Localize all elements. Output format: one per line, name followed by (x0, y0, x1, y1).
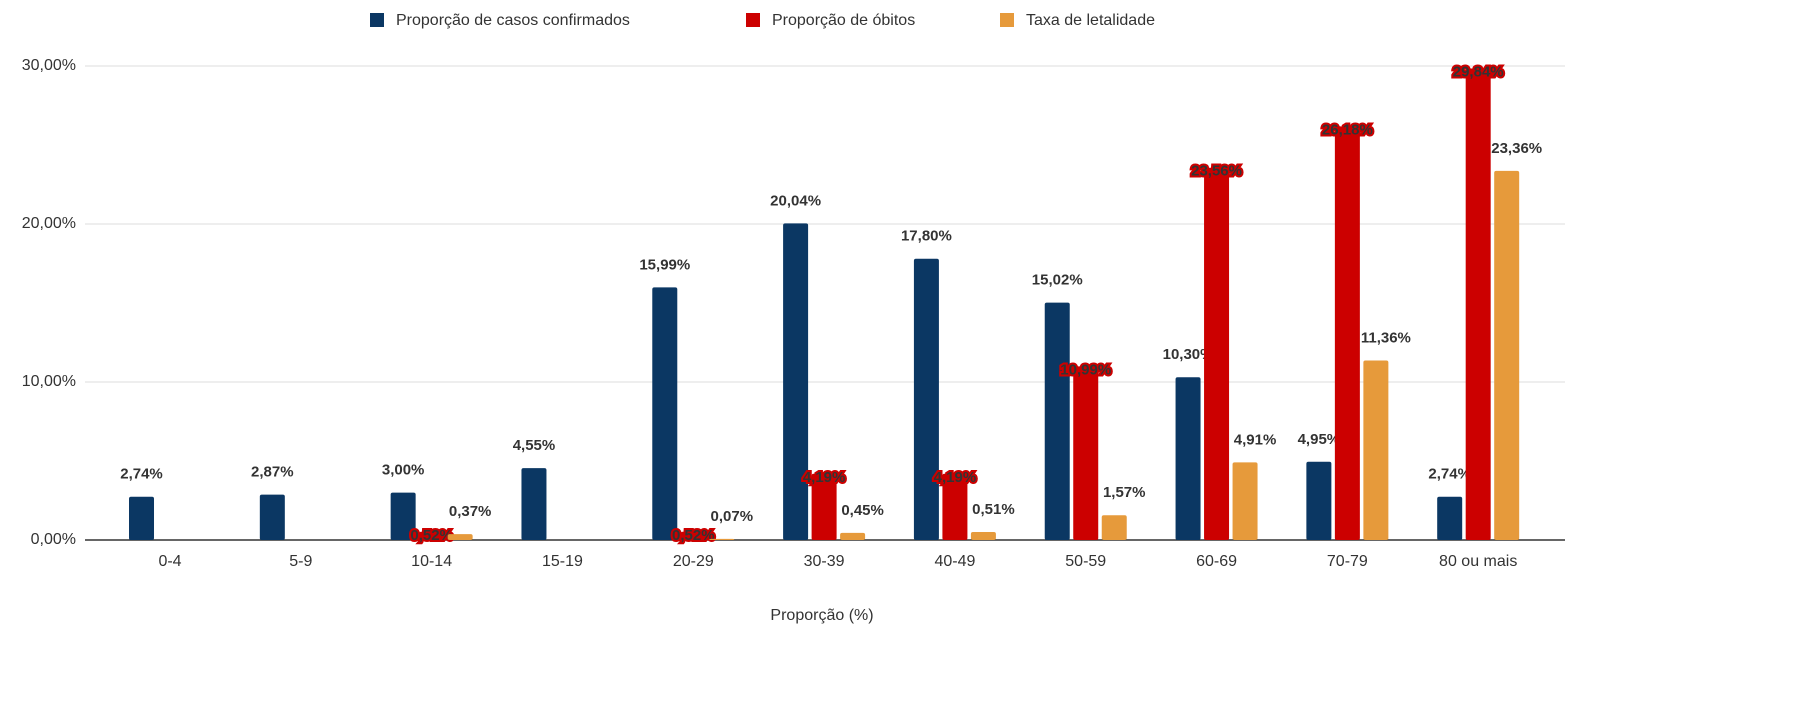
x-axis-label: Proporção (%) (770, 607, 873, 624)
value-label: 0,45% (841, 502, 884, 519)
value-label: 0,52% (672, 527, 715, 544)
value-label: 0,51% (972, 501, 1015, 518)
x-tick-label: 80 ou mais (1439, 553, 1517, 570)
bar (1306, 461, 1332, 540)
bar (419, 531, 445, 540)
value-label: 0,07% (711, 508, 754, 525)
bar (1334, 126, 1360, 540)
bar (680, 531, 706, 540)
bar (652, 287, 678, 540)
bar (811, 473, 837, 540)
value-label: 11,36% (1361, 329, 1411, 346)
value-label: 20,04% (770, 192, 821, 209)
legend-swatch (370, 13, 384, 27)
legend-swatch (746, 13, 760, 27)
bar (942, 473, 968, 540)
x-tick-label: 50-59 (1065, 553, 1106, 570)
bar (783, 223, 809, 541)
bar (521, 468, 547, 540)
bar (1175, 377, 1201, 540)
legend-label: Proporção de óbitos (772, 12, 915, 29)
x-tick-label: 20-29 (673, 553, 714, 570)
x-tick-label: 70-79 (1327, 553, 1368, 570)
bar (447, 534, 473, 540)
legend-label: Taxa de letalidade (1026, 12, 1155, 29)
x-tick-label: 30-39 (804, 553, 845, 570)
y-tick-label: 0,00% (31, 531, 76, 548)
bar (1232, 462, 1258, 540)
bar (390, 492, 416, 540)
value-label: 15,02% (1032, 272, 1083, 289)
value-label: 23,36% (1491, 140, 1542, 157)
value-label: 0,37% (449, 503, 492, 520)
x-tick-label: 60-69 (1196, 553, 1237, 570)
bar (259, 494, 285, 540)
value-label: 4,55% (513, 437, 556, 454)
bar (1073, 366, 1099, 540)
value-label: 10,99% (1060, 361, 1111, 378)
value-label: 15,99% (639, 256, 690, 273)
bar (1494, 170, 1520, 541)
x-tick-label: 40-49 (934, 553, 975, 570)
value-label: 0,52% (410, 527, 453, 544)
value-label: 3,00% (382, 462, 425, 479)
value-label: 4,19% (934, 469, 977, 486)
value-label: 4,95% (1298, 431, 1341, 448)
bar (1101, 515, 1127, 540)
value-label: 2,87% (251, 464, 294, 481)
value-label: 26,18% (1322, 121, 1373, 138)
x-tick-label: 0-4 (158, 553, 181, 570)
bar (1465, 68, 1491, 540)
value-label: 4,91% (1234, 431, 1277, 448)
legend-label: Proporção de casos confirmados (396, 12, 630, 29)
bar (1044, 302, 1070, 540)
bar (840, 532, 866, 540)
value-label: 17,80% (901, 228, 952, 245)
x-tick-label: 10-14 (411, 553, 452, 570)
x-tick-label: 15-19 (542, 553, 583, 570)
legend-swatch (1000, 13, 1014, 27)
value-label: 23,56% (1191, 163, 1242, 180)
bar (129, 496, 155, 540)
value-label: 10,30% (1163, 346, 1214, 363)
y-tick-label: 20,00% (22, 215, 76, 232)
y-tick-label: 30,00% (22, 57, 76, 74)
value-label: 2,74% (120, 466, 163, 483)
bar (1437, 496, 1463, 540)
x-tick-label: 5-9 (289, 553, 312, 570)
bar (1204, 167, 1230, 540)
value-label: 4,19% (803, 469, 846, 486)
y-tick-label: 10,00% (22, 373, 76, 390)
value-label: 2,74% (1428, 466, 1471, 483)
bar (970, 531, 996, 540)
value-label: 29,84% (1453, 63, 1504, 80)
bar (709, 538, 735, 540)
bar (1363, 360, 1389, 540)
bar (913, 258, 939, 540)
value-label: 1,57% (1103, 484, 1146, 501)
